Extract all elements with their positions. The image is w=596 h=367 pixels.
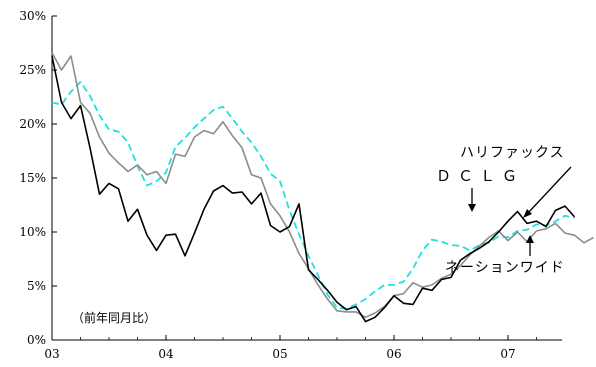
y-tick-label: 25% <box>19 63 46 77</box>
y-tick-label: 15% <box>19 171 46 185</box>
series-layer <box>51 52 594 323</box>
annotation-halifax: ハリファックス <box>460 145 565 161</box>
unit-note: （前年同月比） <box>72 310 156 325</box>
annotation-nationwide: ネーションワイド <box>445 260 565 276</box>
y-tick-label: 5% <box>27 279 46 293</box>
x-axis: 03 04 05 06 07 <box>44 335 562 361</box>
x-tick-label: 04 <box>158 347 174 361</box>
y-tick-label: 10% <box>19 225 46 239</box>
series-line-0 <box>51 55 576 323</box>
y-tick-label: 30% <box>19 9 46 23</box>
arrow-dclg <box>468 188 476 212</box>
x-tick-label: 07 <box>500 347 515 361</box>
y-tick-label: 20% <box>19 117 46 131</box>
y-axis: 0% 5% 10% 15% 20% 25% 30% <box>19 9 57 347</box>
x-tick-label: 05 <box>272 347 287 361</box>
arrow-nationwide <box>526 235 534 256</box>
x-tick-label: 03 <box>44 347 59 361</box>
arrow-halifax <box>523 166 572 218</box>
series-line-2 <box>51 52 594 319</box>
x-tick-label: 06 <box>386 347 401 361</box>
y-tick-label: 0% <box>27 333 46 347</box>
annotation-dclg: ＤＣＬＧ <box>436 167 524 185</box>
